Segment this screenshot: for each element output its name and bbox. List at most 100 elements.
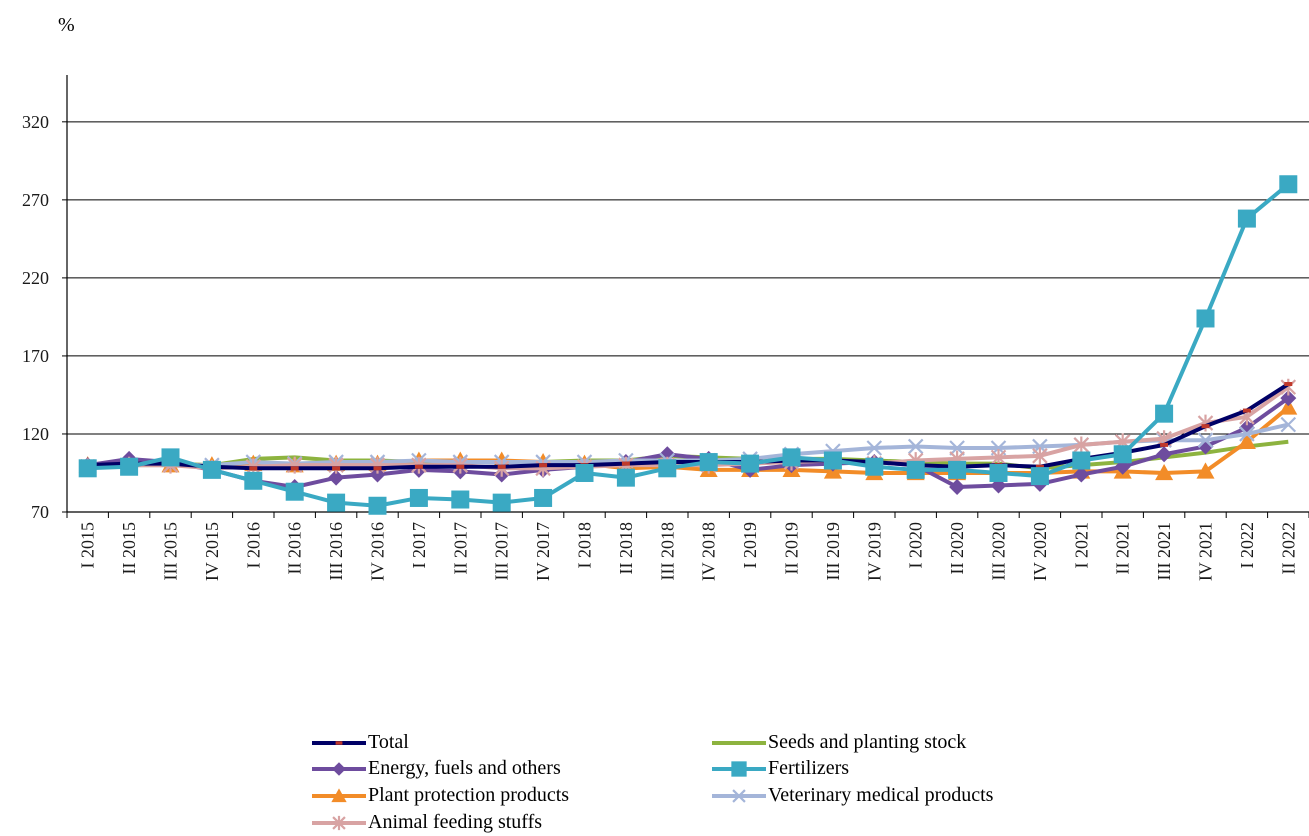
legend-item-energy-fuels-and-others: Energy, fuels and others (310, 755, 561, 782)
data-point-fertilizers (327, 493, 346, 512)
legend: Total Energy, fuels and others Plant prote… (310, 729, 1070, 834)
x-tick-label: I 2019 (740, 522, 760, 569)
data-point-veterinary-medical-products (949, 440, 965, 456)
data-point-total (1242, 408, 1251, 413)
data-point-energy-fuels-and-others (1156, 446, 1173, 463)
data-point-total (1201, 424, 1210, 429)
data-point-fertilizers (1279, 175, 1298, 194)
data-point-veterinary-medical-products (1239, 426, 1255, 442)
data-point-plant-protection-products (1155, 463, 1174, 481)
x-tick-label: II 2019 (782, 522, 802, 575)
data-point-total (1035, 464, 1044, 469)
y-tick-label: 270 (22, 190, 49, 210)
legend-label: Total (368, 731, 409, 753)
data-point-fertilizers (989, 463, 1008, 482)
data-point-total (1284, 382, 1293, 387)
legend-item-fertilizers: Fertilizers (710, 755, 849, 782)
x-tick-label: III 2016 (326, 522, 346, 580)
y-tick-label: 220 (22, 268, 49, 288)
legend-marker-fertilizers (731, 760, 747, 777)
y-tick-label: 70 (31, 502, 49, 522)
data-point-fertilizers (906, 460, 925, 479)
x-tick-label: II 2022 (1278, 522, 1298, 575)
legend-item-total: Total (310, 729, 409, 756)
legend-swatch-plant-protection-products (312, 787, 366, 802)
legend-marker-total (335, 740, 343, 745)
data-point-fertilizers (202, 460, 221, 479)
legend-label: Energy, fuels and others (368, 757, 561, 779)
data-point-plant-protection-products (1196, 462, 1215, 479)
data-point-total (249, 466, 258, 471)
data-point-fertilizers (1030, 467, 1049, 486)
data-point-veterinary-medical-products (1280, 416, 1297, 433)
x-tick-label: III 2021 (1154, 522, 1174, 580)
data-point-energy-fuels-and-others (659, 446, 676, 463)
x-tick-label: IV 2020 (1030, 522, 1050, 581)
x-tick-label: IV 2019 (864, 522, 884, 581)
legend-item-animal-feeding-stuffs: Animal feeding stuffs (310, 809, 542, 836)
x-tick-label: IV 2016 (368, 522, 388, 581)
legend-marker-veterinary-medical-products (732, 788, 746, 803)
data-point-fertilizers (1155, 404, 1174, 423)
data-point-fertilizers (1196, 309, 1215, 328)
legend-marker-plant-protection-products (331, 787, 347, 802)
x-tick-label: III 2018 (657, 522, 677, 580)
data-point-plant-protection-products (1237, 432, 1256, 449)
data-point-fertilizers (616, 468, 635, 487)
data-point-total (539, 463, 548, 468)
legend-swatch-veterinary-medical-products (712, 788, 766, 803)
data-point-fertilizers (120, 457, 139, 476)
data-point-animal-feeding-stuffs (1032, 447, 1048, 465)
legend-item-seeds-and-planting-stock: Seeds and planting stock (710, 729, 966, 756)
data-point-total (1160, 442, 1169, 447)
data-point-plant-protection-products (1279, 398, 1298, 415)
data-point-total (332, 466, 341, 471)
x-tick-label: III 2020 (989, 522, 1009, 580)
legend-item-plant-protection-products: Plant protection products (310, 782, 569, 809)
data-point-total (621, 461, 630, 466)
data-point-fertilizers (948, 460, 967, 479)
data-point-fertilizers (161, 448, 180, 467)
data-point-fertilizers (1072, 451, 1091, 470)
data-point-energy-fuels-and-others (1197, 438, 1214, 455)
y-axis-unit-label: % (58, 14, 75, 36)
x-tick-labels: I 2015 II 2015 III 2015 IV 2015 I 2016 II 201… (78, 522, 1299, 581)
data-point-fertilizers (451, 490, 470, 509)
legend-label: Veterinary medical products (768, 784, 994, 806)
data-point-veterinary-medical-products (1197, 432, 1214, 448)
legend-label: Seeds and planting stock (768, 731, 967, 753)
legend-label: Plant protection products (368, 784, 570, 806)
x-tick-label: III 2017 (492, 522, 512, 580)
y-tick-label: 170 (22, 346, 49, 366)
data-point-fertilizers (409, 488, 428, 507)
data-point-fertilizers (1113, 445, 1132, 464)
data-point-fertilizers (244, 471, 263, 490)
x-tick-label: I 2020 (906, 522, 926, 569)
x-tick-label: IV 2015 (202, 522, 222, 581)
data-point-energy-fuels-and-others (328, 469, 345, 486)
data-point-fertilizers (741, 454, 760, 473)
x-tick-label: I 2015 (78, 522, 98, 569)
x-tick-label: I 2017 (409, 522, 429, 569)
data-point-fertilizers (285, 482, 304, 501)
x-tick-label: IV 2017 (533, 522, 553, 581)
data-point-total (373, 466, 382, 471)
x-tick-label: II 2021 (1113, 522, 1133, 575)
legend-swatch-seeds-and-planting-stock (712, 740, 766, 745)
data-point-fertilizers (368, 496, 387, 515)
data-point-energy-fuels-and-others (1280, 390, 1297, 407)
legend-swatch-energy-fuels-and-others (312, 761, 366, 776)
x-tick-label: II 2018 (616, 522, 636, 575)
data-point-total (497, 464, 506, 469)
data-point-fertilizers (782, 448, 801, 467)
data-point-fertilizers (658, 459, 677, 478)
x-tick-label: III 2019 (823, 522, 843, 580)
data-point-fertilizers (699, 453, 718, 472)
data-point-fertilizers (823, 451, 842, 470)
data-point-fertilizers (1237, 209, 1256, 228)
data-point-animal-feeding-stuffs (1073, 436, 1090, 454)
legend-label: Fertilizers (768, 757, 850, 779)
data-point-fertilizers (865, 457, 884, 476)
data-point-fertilizers (534, 488, 553, 507)
